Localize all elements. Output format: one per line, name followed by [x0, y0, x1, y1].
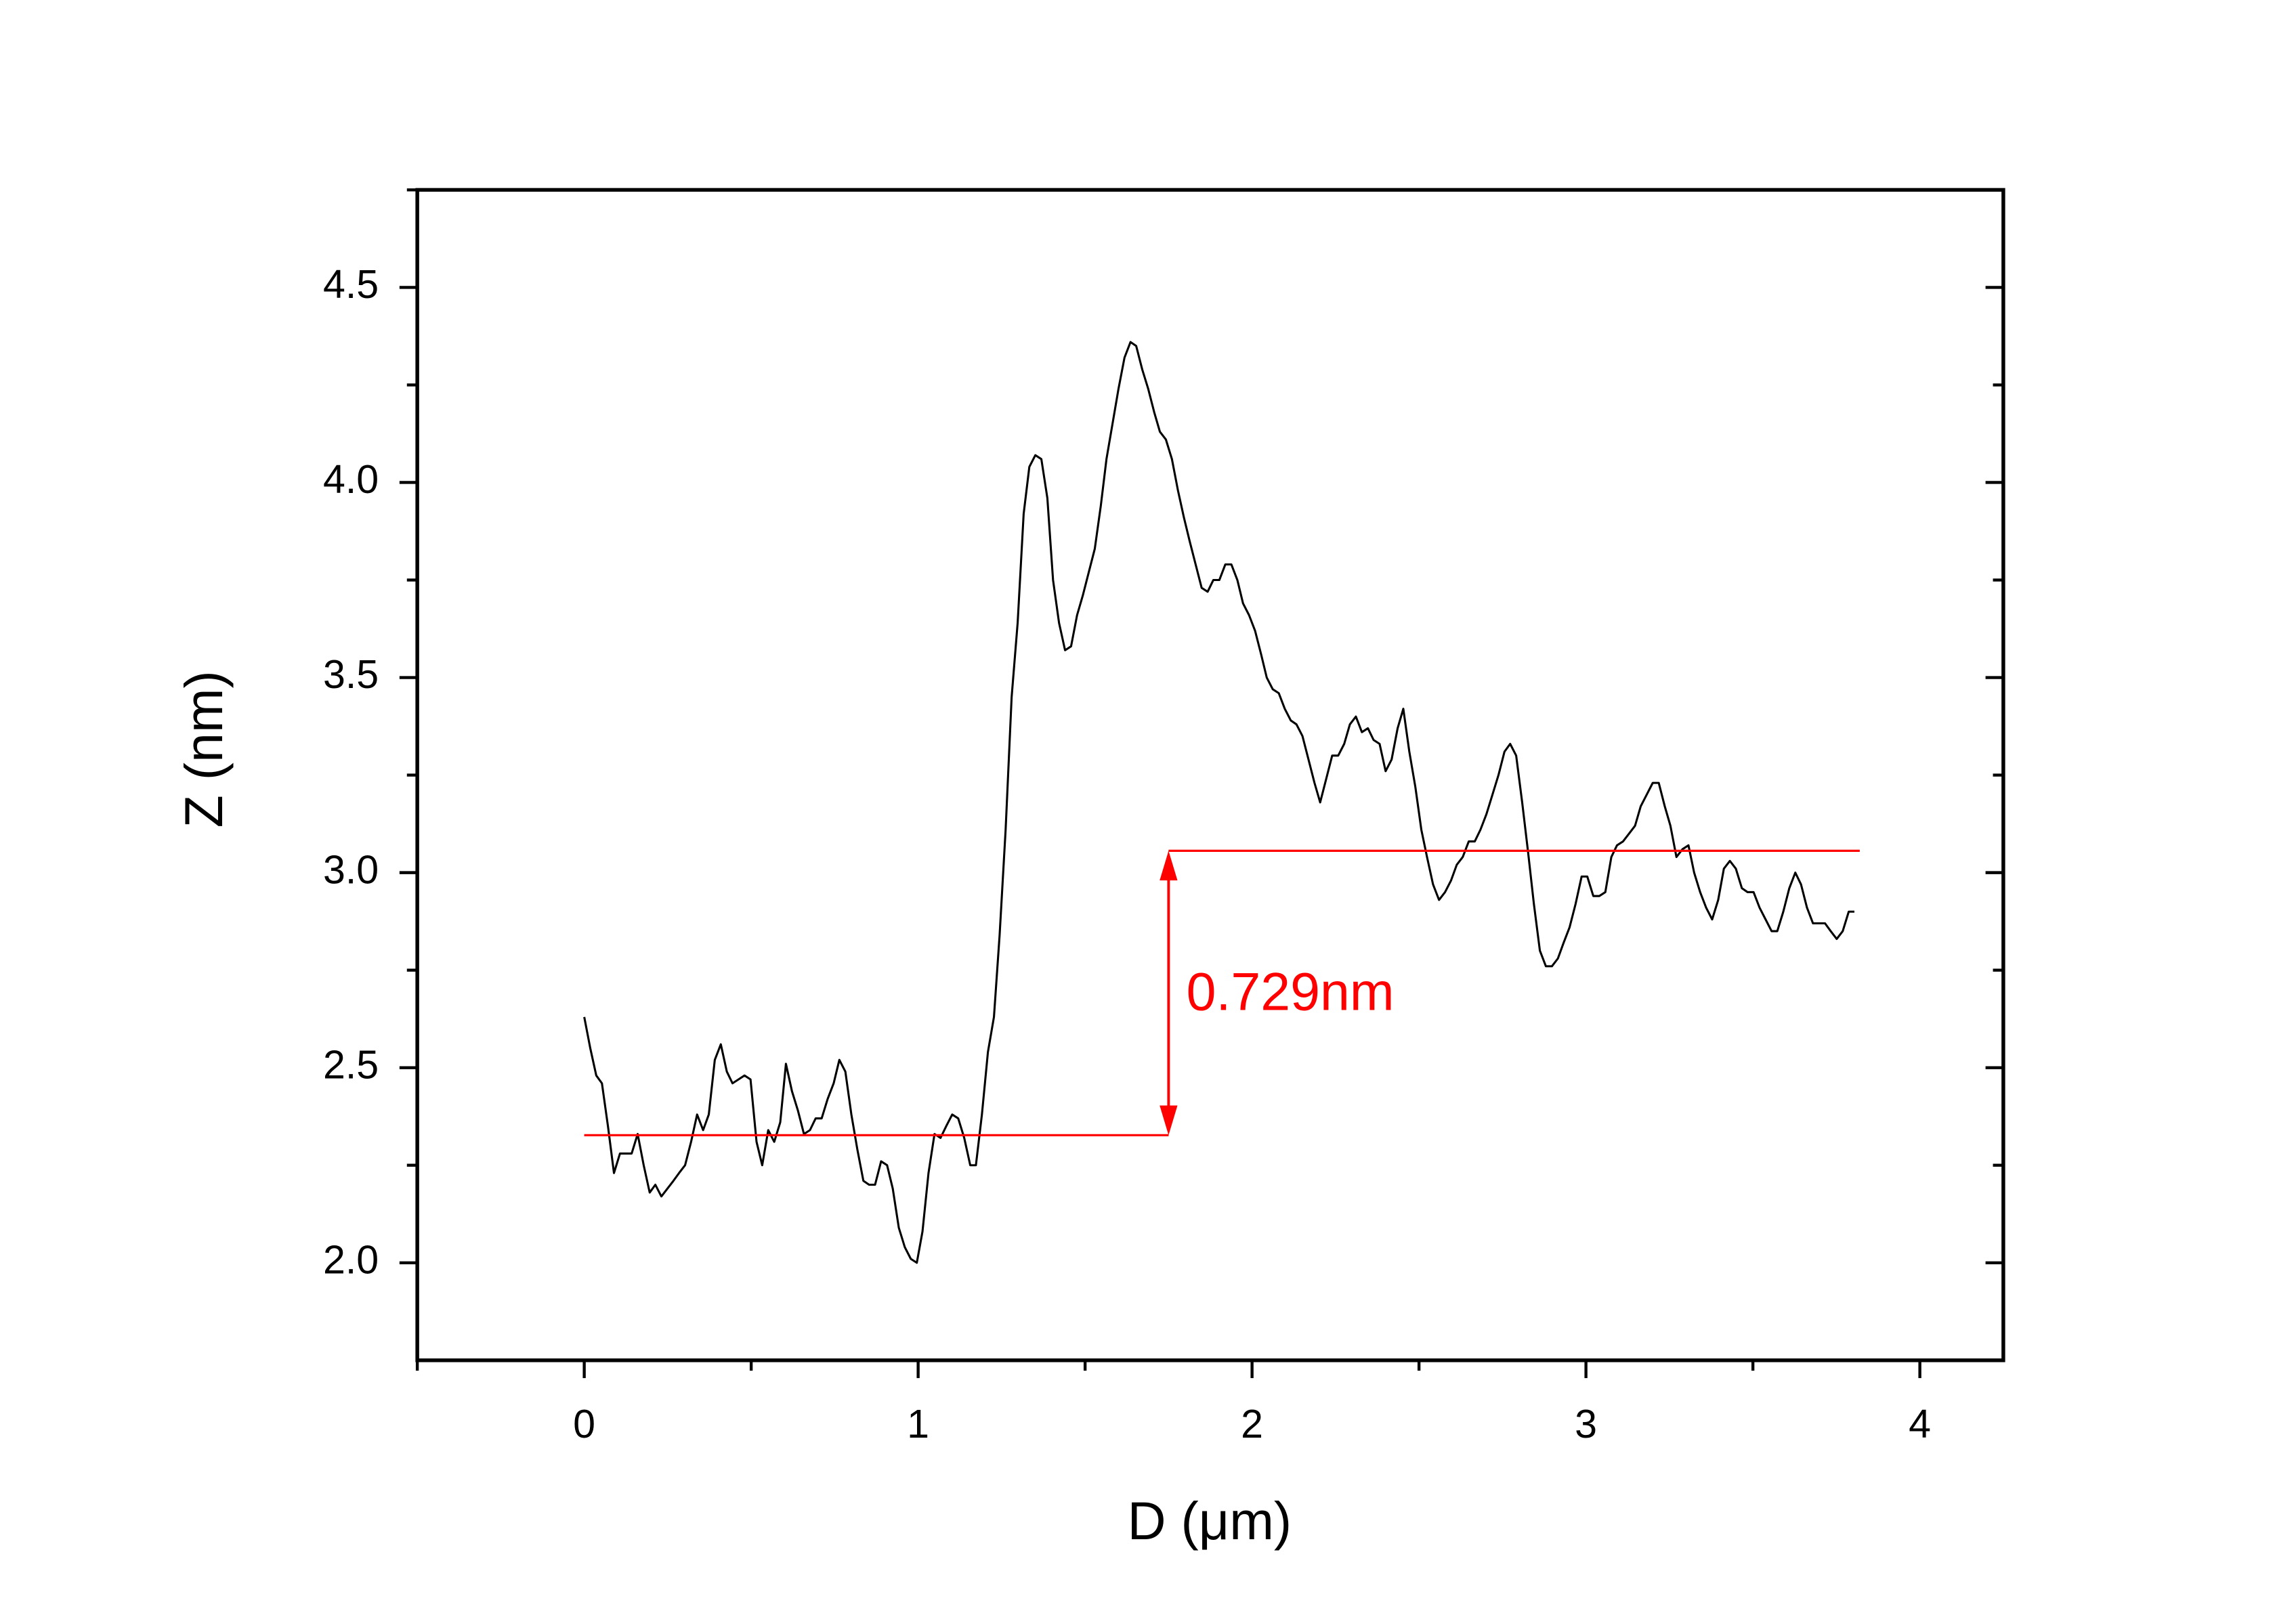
arrow-head-top	[1160, 851, 1178, 881]
arrow-head-bottom	[1160, 1105, 1178, 1136]
y-tick-label: 3.5	[323, 651, 379, 697]
data-line	[583, 341, 1855, 1264]
y-tick-label: 4.0	[323, 456, 379, 502]
step-label: 0.729nm	[1187, 962, 1395, 1022]
x-tick-label: 3	[1575, 1401, 1597, 1446]
y-tick-label: 2.0	[323, 1237, 379, 1282]
y-tick-label: 2.5	[323, 1041, 379, 1087]
x-tick-label: 4	[1909, 1401, 1931, 1446]
x-axis-title: D (μm)	[1128, 1491, 1292, 1551]
y-tick-label: 4.5	[323, 261, 379, 307]
x-tick-label: 1	[907, 1401, 929, 1446]
x-tick-label: 2	[1241, 1401, 1263, 1446]
y-axis-title: Z (nm)	[174, 670, 234, 828]
x-tick-label: 0	[573, 1401, 595, 1446]
y-tick-label: 3.0	[323, 846, 379, 892]
